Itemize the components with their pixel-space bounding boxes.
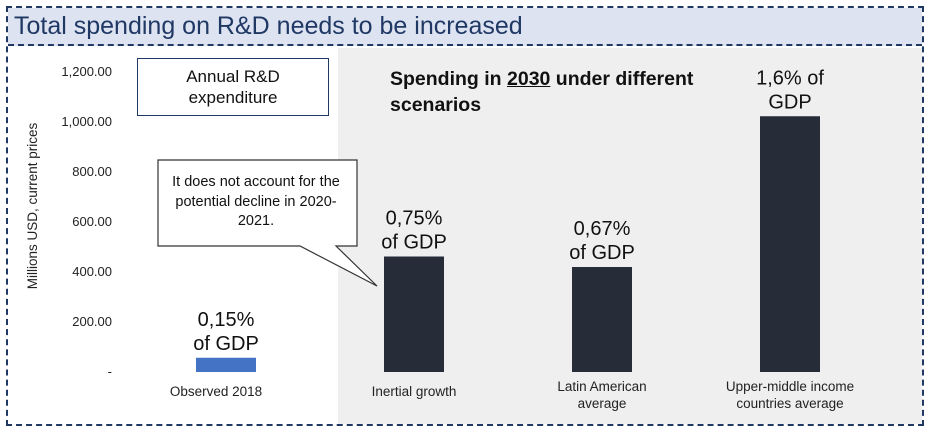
bar — [572, 267, 632, 372]
scenario-header-after: under different scenarios — [390, 68, 694, 117]
x-tick-label: Latin American — [557, 379, 646, 394]
bar-data-label: 0,67% — [574, 218, 631, 240]
x-tick-label: Inertial growth — [372, 384, 457, 399]
y-tick-label: 1,000.00 — [61, 114, 112, 129]
title-bar: Total spending on R&D needs to be increa… — [8, 8, 922, 46]
y-tick-label: - — [108, 364, 112, 379]
legend-box: Annual R&D expenditure — [137, 58, 329, 116]
y-tick-label: 1,200.00 — [61, 64, 112, 79]
x-axis: Observed 2018 Inertial growth Latin Americ… — [170, 379, 854, 411]
bars — [196, 116, 820, 372]
page-title: Total spending on R&D needs to be increa… — [14, 12, 523, 40]
bar — [384, 256, 444, 372]
y-tick-label: 200.00 — [72, 314, 112, 329]
bar-data-label: of GDP — [569, 242, 635, 264]
x-tick-label: countries average — [736, 396, 843, 411]
y-tick-label: 600.00 — [72, 214, 112, 229]
y-axis: - 200.00 400.00 600.00 800.00 1,000.00 1,200.0… — [61, 64, 112, 379]
bar-data-label: 0,15% — [198, 309, 255, 331]
callout-text: It does not account for the potential de… — [172, 174, 340, 230]
scenario-header-year: 2030 — [507, 68, 551, 90]
chart-frame — [6, 6, 924, 426]
x-tick-label: Observed 2018 — [170, 384, 262, 399]
x-tick-label: Upper-middle income — [726, 379, 854, 394]
bar — [760, 116, 820, 372]
y-tick-label: 800.00 — [72, 164, 112, 179]
bar-data-label: 1,6% of — [756, 67, 824, 89]
bar-data-label: 0,75% — [386, 208, 443, 230]
y-tick-label: 400.00 — [72, 264, 112, 279]
bar-data-label: GDP — [768, 91, 811, 113]
x-tick-label: average — [578, 396, 627, 411]
scenario-header-before: Spending in — [390, 68, 507, 90]
bar — [196, 357, 256, 372]
scenario-header: Spending in 2030 under different scenari… — [390, 66, 750, 119]
y-axis-label: Millions USD, current prices — [25, 122, 40, 289]
callout-bubble — [157, 159, 378, 287]
bar-data-label: of GDP — [193, 333, 259, 355]
bar-data-label: of GDP — [381, 232, 447, 254]
